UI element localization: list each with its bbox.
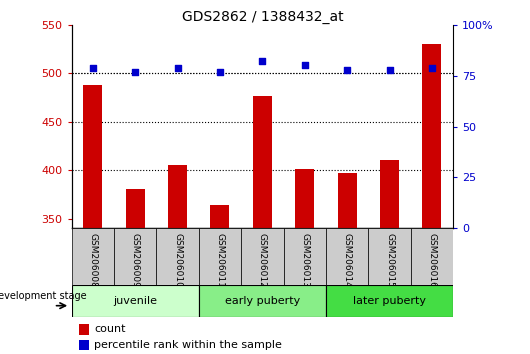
Bar [72, 228, 114, 285]
Point [301, 63, 309, 68]
Bar [126, 189, 145, 228]
Text: development stage: development stage [0, 291, 87, 301]
Point [173, 65, 182, 70]
Point [216, 69, 224, 74]
Bar [295, 169, 314, 228]
Text: GSM206011: GSM206011 [216, 233, 224, 288]
Point [258, 58, 267, 64]
Bar [380, 160, 399, 228]
Bar [199, 228, 241, 285]
Text: GSM206012: GSM206012 [258, 233, 267, 287]
Point [428, 65, 436, 70]
Point [131, 69, 139, 74]
Text: percentile rank within the sample: percentile rank within the sample [94, 340, 282, 350]
Bar [284, 228, 326, 285]
Text: GSM206013: GSM206013 [301, 233, 309, 288]
Bar [79, 324, 89, 335]
Text: count: count [94, 324, 126, 334]
Bar [168, 165, 187, 228]
Text: GSM206008: GSM206008 [89, 233, 97, 288]
Bar [114, 228, 156, 285]
Text: GSM206009: GSM206009 [131, 233, 139, 288]
Bar [326, 285, 453, 317]
Bar [368, 228, 411, 285]
Bar [210, 205, 229, 228]
Text: early puberty: early puberty [225, 296, 300, 306]
Bar [326, 228, 368, 285]
Text: GSM206015: GSM206015 [385, 233, 394, 288]
Title: GDS2862 / 1388432_at: GDS2862 / 1388432_at [182, 10, 343, 24]
Bar [72, 285, 199, 317]
Text: GSM206010: GSM206010 [173, 233, 182, 288]
Bar [241, 228, 284, 285]
Bar [199, 285, 326, 317]
Text: later puberty: later puberty [353, 296, 426, 306]
Bar [156, 228, 199, 285]
Text: juvenile: juvenile [113, 296, 157, 306]
Bar [338, 173, 357, 228]
Point [385, 67, 394, 73]
Bar [422, 44, 441, 228]
Text: GSM206016: GSM206016 [428, 233, 436, 288]
Bar [83, 85, 102, 228]
Bar [411, 228, 453, 285]
Point [89, 65, 97, 70]
Point [343, 67, 351, 73]
Bar [79, 340, 89, 350]
Bar [253, 96, 272, 228]
Text: GSM206014: GSM206014 [343, 233, 351, 287]
